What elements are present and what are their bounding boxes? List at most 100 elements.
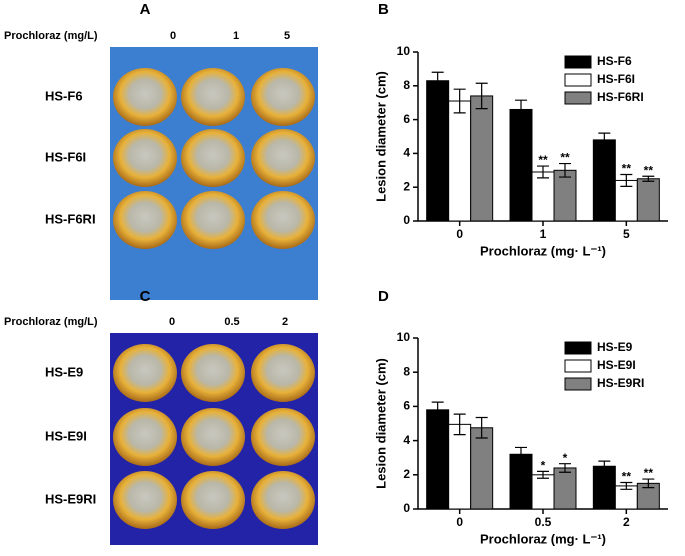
- fruit: [113, 68, 177, 126]
- y-tick-label: 0: [403, 501, 410, 515]
- legend-swatch: [564, 341, 592, 355]
- error-bar: [537, 165, 549, 179]
- significance-label: **: [538, 153, 548, 167]
- y-tick-label: 6: [403, 112, 410, 126]
- bar: [553, 169, 577, 222]
- photo-header: Prochloraz (mg/L): [4, 316, 98, 328]
- error-bar: [515, 99, 527, 120]
- row-label: HS-F6I: [45, 149, 86, 164]
- significance-label: **: [622, 470, 632, 484]
- panel-label: D: [378, 288, 389, 305]
- significance-label: *: [541, 459, 546, 473]
- column-label: 1: [233, 30, 239, 42]
- bar: [592, 139, 616, 222]
- error-bar: [453, 413, 466, 436]
- error-bar: [475, 416, 488, 439]
- error-bar: [515, 446, 527, 462]
- fruit: [251, 191, 315, 249]
- y-tick-label: 2: [403, 467, 410, 481]
- y-tick-label: 6: [403, 399, 410, 413]
- column-label: 5: [284, 30, 290, 42]
- legend-swatch: [564, 55, 592, 69]
- panel-label: B: [378, 1, 389, 18]
- legend-swatch: [564, 73, 592, 87]
- row-label: HS-E9RI: [45, 491, 96, 506]
- y-tick-label: 2: [403, 179, 410, 193]
- error-bar: [642, 478, 655, 489]
- fruit: [181, 344, 245, 402]
- significance-label: **: [622, 162, 632, 176]
- fruit: [113, 129, 177, 187]
- fruit: [181, 408, 245, 466]
- row-label: HS-F6RI: [45, 211, 96, 226]
- error-bar: [598, 132, 611, 148]
- panel-label: C: [140, 288, 151, 305]
- panel-label: A: [140, 1, 151, 18]
- legend-swatch: [564, 91, 592, 105]
- bar: [636, 178, 660, 222]
- bar: [448, 100, 472, 222]
- significance-label: **: [644, 163, 654, 177]
- legend-label: HS-E9I: [597, 358, 636, 372]
- x-tick-label: 0: [456, 515, 463, 529]
- bar: [531, 474, 555, 510]
- fruit: [181, 68, 245, 126]
- error-bar: [620, 481, 633, 490]
- y-tick-label: 4: [403, 146, 410, 160]
- fruit: [251, 471, 315, 529]
- bar: [426, 80, 450, 222]
- y-tick-label: 10: [397, 44, 411, 58]
- error-bar: [559, 463, 571, 473]
- fruit: [251, 68, 315, 126]
- column-label: 2: [282, 316, 288, 328]
- bar: [470, 427, 494, 510]
- x-axis-title: Prochloraz (mg· L⁻¹): [480, 243, 606, 258]
- significance-label: *: [563, 451, 568, 465]
- y-tick-label: 0: [403, 213, 410, 227]
- column-label: 0: [169, 316, 175, 328]
- y-tick-label: 10: [397, 330, 411, 344]
- bar: [470, 95, 494, 222]
- column-label: 0: [170, 30, 176, 42]
- photo-header: Prochloraz (mg/L): [4, 30, 98, 42]
- bar: [531, 171, 555, 222]
- error-bar: [537, 470, 549, 479]
- error-bar: [642, 175, 655, 182]
- legend-label: HS-F6I: [597, 72, 635, 86]
- fruit: [251, 129, 315, 187]
- legend-label: HS-F6RI: [597, 90, 644, 104]
- error-bar: [475, 82, 488, 110]
- bar: [448, 423, 472, 510]
- error-bar: [620, 173, 633, 187]
- fruit: [251, 408, 315, 466]
- significance-label: **: [560, 151, 570, 165]
- y-axis-title: Lesion diameter (cm): [373, 358, 388, 489]
- y-axis-title: Lesion diameter (cm): [373, 71, 388, 202]
- bar: [592, 465, 616, 510]
- row-label: HS-E9: [45, 364, 83, 379]
- row-label: HS-E9I: [45, 428, 87, 443]
- fruit: [181, 471, 245, 529]
- row-label: HS-F6: [45, 88, 83, 103]
- column-label: 0.5: [224, 316, 239, 328]
- x-tick-label: 5: [623, 227, 630, 241]
- y-tick-label: 4: [403, 433, 410, 447]
- fruit: [181, 129, 245, 187]
- y-tick-label: 8: [403, 364, 410, 378]
- fruit: [251, 344, 315, 402]
- fruit: [113, 344, 177, 402]
- error-bar: [453, 88, 466, 114]
- x-tick-label: 0: [456, 227, 463, 241]
- error-bar: [431, 401, 444, 419]
- bar: [553, 467, 577, 510]
- error-bar: [431, 71, 444, 90]
- error-bar: [559, 162, 571, 178]
- legend-label: HS-F6: [597, 54, 632, 68]
- x-tick-label: 0.5: [535, 515, 552, 529]
- x-axis-title: Prochloraz (mg· L⁻¹): [480, 531, 606, 546]
- legend-label: HS-E9RI: [597, 376, 644, 390]
- fruit: [181, 191, 245, 249]
- fruit: [113, 408, 177, 466]
- fruit: [113, 191, 177, 249]
